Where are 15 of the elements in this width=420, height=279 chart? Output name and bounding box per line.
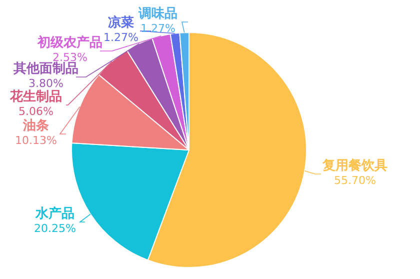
slice-label: 凉菜 <box>108 14 134 30</box>
slice-label: 花生制品 <box>9 89 62 104</box>
slice-label: 油条 <box>22 118 49 134</box>
slice-label: 其他面制品 <box>12 61 78 76</box>
slice-label: 初级农产品 <box>36 34 102 50</box>
data-label: 55.70% <box>334 174 376 187</box>
slice-label: 复用餐饮具 <box>322 158 388 174</box>
data-label: 1.27% <box>140 22 176 35</box>
data-label: 3.80% <box>28 76 64 90</box>
data-label: 10.13% <box>15 134 57 147</box>
slice-label: 水产品 <box>34 205 74 222</box>
data-label: 20.25% <box>34 222 76 235</box>
data-label: 5.06% <box>18 104 54 118</box>
data-label: 1.27% <box>104 30 138 44</box>
slice-label: 调味品 <box>138 6 178 22</box>
